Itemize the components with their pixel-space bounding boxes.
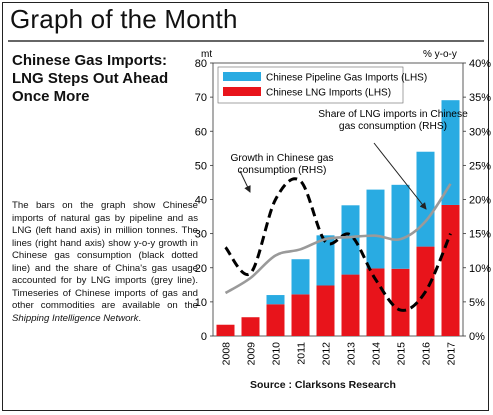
right-tick-label: 10%	[469, 263, 491, 275]
headline-line: LNG Steps Out Ahead	[12, 70, 169, 87]
right-axis-unit: % y-o-y	[423, 49, 457, 60]
bar-lng	[316, 285, 335, 336]
bar-lng	[366, 268, 385, 336]
article-body-link-text: Shipping Intelligence Network	[12, 312, 139, 324]
right-tick-label: 35%	[469, 92, 491, 104]
headline-line: Chinese Gas Imports:	[12, 52, 168, 69]
bar-lng	[241, 317, 260, 336]
x-tick-label: 2012	[321, 342, 333, 366]
x-tick-label: 2016	[421, 342, 433, 366]
labels-layer: mt % y-o-y 0 10 20 30 40 50 60 70 80 0% 5% 10% 15% 20% 2…	[195, 49, 491, 365]
x-tick-label: 2015	[396, 342, 408, 366]
left-tick-label: 10	[195, 297, 207, 309]
legend-label: Chinese LNG Imports (LHS)	[266, 88, 391, 99]
right-tick-label: 25%	[469, 160, 491, 172]
bar-pipeline	[291, 259, 310, 295]
right-tick-label: 40%	[469, 58, 491, 70]
page-frame	[2, 2, 489, 411]
bar-pipeline	[416, 151, 435, 247]
bar-lng	[391, 268, 410, 336]
bar-lng	[341, 274, 360, 336]
lines-layer	[224, 177, 452, 312]
headline-line: Once More	[12, 88, 90, 105]
bars-layer	[216, 100, 460, 336]
left-tick-label: 50	[195, 160, 207, 172]
bar-pipeline	[441, 100, 460, 205]
x-tick-label: 2013	[346, 342, 358, 366]
x-tick-label: 2008	[221, 342, 233, 366]
bar-lng	[441, 204, 460, 336]
bar-lng	[266, 304, 285, 336]
lng-share-line	[224, 183, 452, 295]
article-body-text: The bars on the graph show Chinese impor…	[12, 200, 198, 311]
x-tick-label: 2017	[446, 342, 458, 366]
left-tick-label: 30	[195, 229, 207, 241]
right-tick-label: 5%	[469, 297, 485, 309]
legend-swatch	[223, 87, 261, 96]
source-credit: Source : Clarksons Research	[250, 379, 396, 391]
bar-lng	[216, 324, 235, 336]
left-tick-label: 60	[195, 126, 207, 138]
right-tick-label: 20%	[469, 195, 491, 207]
left-axis-unit: mt	[201, 49, 212, 60]
growth-annotation-text: Growth in Chinese gas	[230, 153, 333, 164]
right-tick-label: 0%	[469, 331, 485, 343]
bar-pipeline	[266, 295, 285, 305]
article-headline: Chinese Gas Imports: LNG Steps Out Ahead…	[12, 52, 197, 106]
legend-swatch	[223, 72, 261, 81]
page-title: Graph of the Month	[10, 4, 238, 34]
axes-layer	[210, 62, 466, 337]
x-tick-label: 2011	[296, 342, 308, 365]
title-divider	[8, 40, 484, 42]
right-tick-label: 15%	[469, 229, 491, 241]
x-tick-label: 2009	[246, 342, 258, 366]
growth-annotation-text: consumption (RHS)	[238, 165, 327, 176]
growth-annotation-arrow	[239, 170, 251, 193]
bar-pipeline	[391, 184, 410, 269]
consumption-growth-line	[224, 177, 452, 312]
left-tick-label: 70	[195, 92, 207, 104]
share-annotation-text: Share of LNG imports in Chinese	[318, 109, 468, 120]
article-body-end: .	[138, 312, 142, 324]
bar-lng	[291, 294, 310, 336]
left-tick-label: 80	[195, 58, 207, 70]
share-annotation-arrow	[373, 142, 427, 210]
legend-label: Chinese Pipeline Gas Imports (LHS)	[266, 73, 427, 84]
x-tick-label: 2010	[271, 342, 283, 366]
bar-pipeline	[366, 189, 385, 269]
share-annotation-text: gas consumption (RHS)	[339, 121, 447, 132]
x-tick-label: 2014	[371, 342, 383, 366]
article-body: The bars on the graph show Chinese impor…	[12, 200, 198, 325]
bar-pipeline	[341, 205, 360, 275]
bar-pipeline	[316, 235, 335, 286]
left-tick-label: 0	[201, 331, 207, 343]
right-tick-label: 30%	[469, 126, 491, 138]
left-tick-label: 40	[195, 195, 207, 207]
left-tick-label: 20	[195, 263, 207, 275]
